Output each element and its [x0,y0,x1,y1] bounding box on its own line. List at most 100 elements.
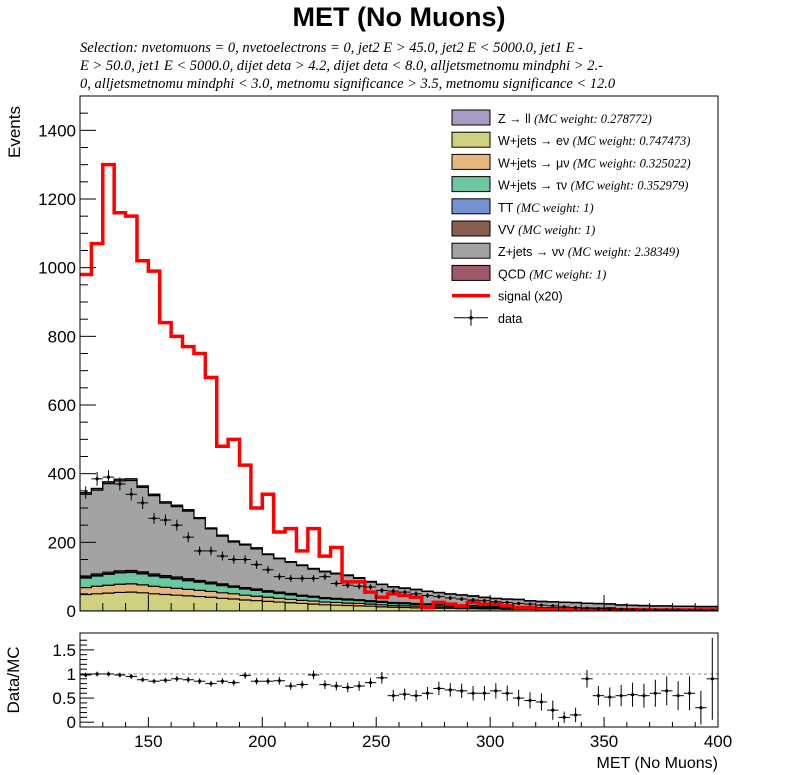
data-point [148,512,160,524]
data-point [478,598,491,603]
legend-label: VV (MC weight: 1) [498,223,595,237]
legend-swatch [451,176,491,193]
ratio-point [262,677,274,685]
data-point [638,608,650,611]
data-point [330,580,343,587]
ratio-point [239,672,251,679]
legend-entry: Z+jets → νν (MC weight: 2.38349) [451,242,679,259]
ratio-point [387,689,399,702]
ratio-point [171,675,183,682]
ratio-point [512,689,525,707]
data-point [296,574,308,582]
data-point [490,600,502,604]
ratio-point [649,679,662,707]
ratio-point [455,683,468,699]
ratio-plot-area [80,637,718,725]
ratio-point [353,681,365,691]
data-point [364,584,377,590]
ratio-point [592,686,605,706]
ratio-frame [79,632,719,728]
ratio-point [364,677,377,688]
ratio-point [569,707,582,723]
ratio-point [535,693,548,711]
legend-label: QCD (MC weight: 1) [498,267,606,281]
data-point [501,600,513,605]
ratio-y-axis-label: Data/MC [4,646,23,713]
data-point [353,583,365,590]
data-point [171,519,183,531]
ratio-point [285,682,297,690]
ratio-point [581,670,593,688]
ratio-point [683,676,696,711]
data-point [467,597,479,603]
ratio-point [319,680,331,689]
ratio-point [604,687,616,707]
y-tick-label: 1200 [38,190,76,209]
ratio-point [421,686,434,700]
ratio-point [159,677,172,683]
ratio-point [558,711,570,724]
data-point [706,608,718,611]
legend-data-marker [469,316,473,320]
legend-label: Z+jets → νν (MC weight: 2.38349) [498,245,679,259]
x-tick-label: 250 [362,732,390,751]
data-point [273,573,286,581]
data-point [455,596,468,602]
data-point [399,589,411,595]
legend-entry: QCD (MC weight: 1) [451,264,606,281]
ratio-point [524,692,536,709]
data-point [661,608,673,611]
data-point [592,606,605,611]
selection-line-3: 0, alljetsmetnomu mindphi < 3.0, metnomu… [80,76,616,92]
ratio-point [410,689,422,702]
ratio-point [444,683,456,697]
legend-entry-data: data [454,309,522,326]
ratio-point [296,680,308,689]
legend-label: data [498,312,522,326]
ratio-point [342,682,354,693]
ratio-point [330,681,343,691]
ratio-point [467,686,479,701]
data-point [114,477,126,491]
y-tick-label: 1000 [38,259,76,278]
ratio-y-tick-label: 1.5 [52,641,76,660]
data-point [387,588,399,594]
legend-swatch [451,242,491,259]
legend-label: signal (x20) [498,290,563,304]
ratio-point [102,671,115,677]
chart-title: MET (No Muons) [292,2,506,32]
ratio-point [307,670,320,680]
data-point [159,514,172,526]
ratio-point [182,676,194,683]
ratio-point [547,700,559,720]
data-point [216,551,229,561]
ratio-point [399,688,411,701]
x-tick-label: 300 [476,732,504,751]
legend-entry: W+jets → τν (MC weight: 0.352979) [451,176,688,193]
data-point [672,608,684,611]
y-tick-label: 200 [48,533,76,552]
legend-entry: TT (MC weight: 1) [451,198,594,215]
data-point [581,606,593,610]
data-point [125,488,137,501]
selection-line-2: E > 50.0, jet1 E < 5000.0, dijet deta > … [80,58,603,74]
legend-entry: VV (MC weight: 1) [451,220,595,237]
ratio-y-tick-label: 0.5 [52,689,76,708]
data-point [319,573,331,581]
ratio-point [125,673,137,679]
y-tick-label: 0 [67,602,76,621]
ratio-point [80,672,92,678]
x-axis-label: MET (No Muons) [596,755,718,772]
main-plot-area [80,162,718,611]
data-point [136,496,149,510]
legend-label: W+jets → eν (MC weight: 0.747473) [498,134,690,148]
data-point [604,607,616,611]
ratio-point [501,685,513,701]
ratio-point [376,672,388,684]
data-point [250,560,263,569]
ratio-point [638,683,650,708]
ratio-point [136,677,149,683]
legend-swatch [451,131,491,148]
legend-label: W+jets → μν (MC weight: 0.325022) [498,156,691,170]
